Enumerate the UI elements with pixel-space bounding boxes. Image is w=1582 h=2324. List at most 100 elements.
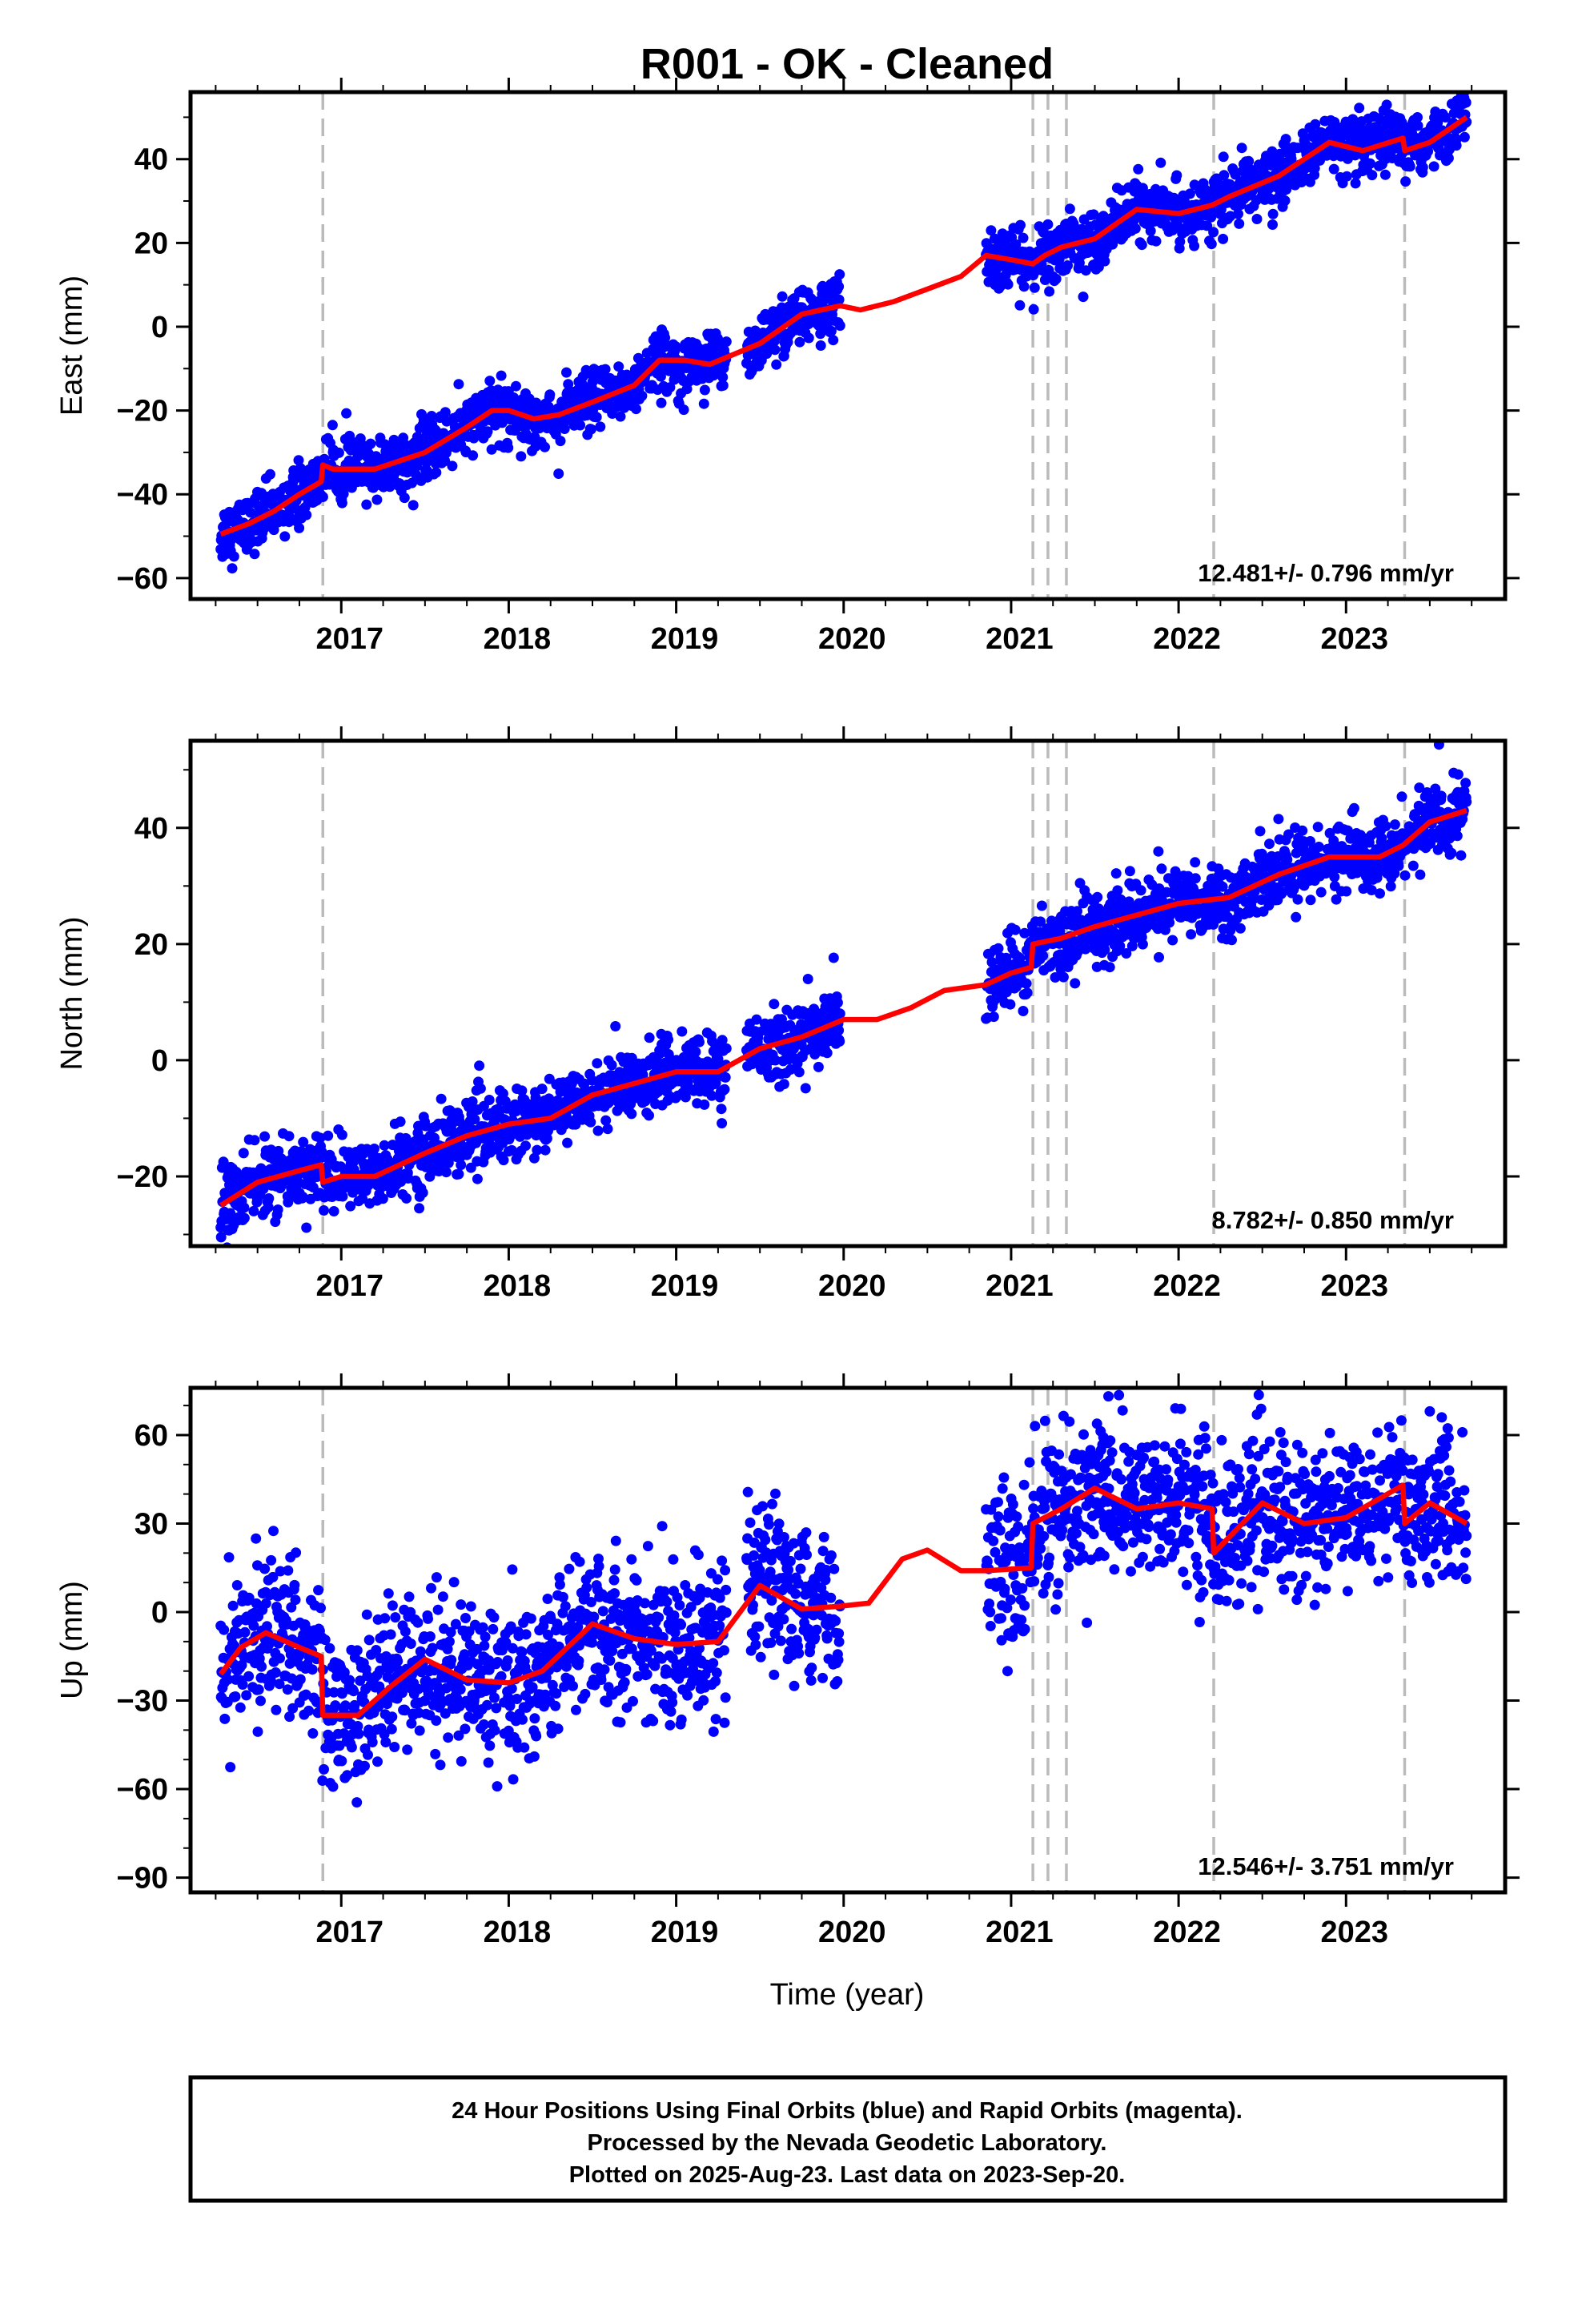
data-point xyxy=(585,424,596,435)
data-point xyxy=(349,1699,360,1711)
data-point xyxy=(785,1064,796,1075)
data-point xyxy=(324,1642,335,1654)
data-point xyxy=(239,1202,250,1213)
data-point xyxy=(1251,214,1263,224)
data-point xyxy=(751,1014,762,1025)
data-point xyxy=(1092,891,1103,903)
data-point xyxy=(989,233,1000,244)
data-point xyxy=(404,1591,415,1602)
data-point xyxy=(384,481,396,493)
data-point xyxy=(1407,860,1419,871)
data-point xyxy=(721,1043,732,1054)
data-point xyxy=(289,1579,300,1590)
data-point xyxy=(1218,151,1229,163)
data-point xyxy=(371,494,383,505)
data-point xyxy=(1435,790,1447,802)
data-point xyxy=(301,509,312,521)
x-tick-label: 2021 xyxy=(986,1269,1054,1303)
data-point xyxy=(769,999,780,1010)
data-point xyxy=(361,1609,372,1620)
data-point xyxy=(530,1092,541,1104)
data-point xyxy=(468,450,479,461)
data-point xyxy=(215,1232,227,1243)
data-point xyxy=(448,1577,460,1588)
data-point xyxy=(440,1672,451,1683)
data-point xyxy=(828,335,839,346)
data-point xyxy=(1309,163,1320,174)
data-point xyxy=(338,489,349,500)
data-point xyxy=(793,1067,805,1078)
data-point xyxy=(436,1093,447,1104)
data-point xyxy=(1042,219,1054,230)
data-point xyxy=(575,420,586,431)
data-point xyxy=(443,1732,454,1743)
data-point xyxy=(1234,218,1245,229)
data-point xyxy=(1062,260,1073,271)
data-point xyxy=(252,1726,263,1737)
data-point xyxy=(1380,821,1391,832)
data-point xyxy=(1010,239,1022,250)
data-point xyxy=(424,1171,436,1182)
data-point xyxy=(1190,873,1201,884)
data-point xyxy=(1439,112,1451,123)
rate-label: 8.782+/- 0.850 mm/yr xyxy=(1212,1206,1454,1234)
data-point xyxy=(1184,188,1195,199)
data-point xyxy=(769,344,781,356)
data-point xyxy=(265,468,275,480)
x-tick-label: 2019 xyxy=(651,1269,719,1303)
data-point xyxy=(414,1725,425,1736)
data-point xyxy=(374,1665,385,1676)
data-point xyxy=(1399,870,1411,881)
data-point xyxy=(351,1797,363,1808)
data-point xyxy=(988,1011,999,1023)
data-point xyxy=(563,379,574,390)
data-point xyxy=(834,269,845,280)
data-point xyxy=(346,1742,357,1753)
data-point xyxy=(1451,140,1462,151)
data-point xyxy=(794,336,805,348)
data-point xyxy=(1365,158,1375,169)
data-point xyxy=(402,1744,413,1755)
data-point xyxy=(228,551,239,562)
data-point xyxy=(467,1096,478,1107)
data-point xyxy=(1385,881,1396,892)
data-point xyxy=(1136,239,1147,251)
data-point xyxy=(1341,886,1352,897)
data-point xyxy=(591,412,602,423)
data-point xyxy=(1015,219,1026,231)
data-point xyxy=(1014,953,1026,963)
data-point xyxy=(1227,935,1237,946)
data-point xyxy=(1156,863,1167,875)
data-point xyxy=(1028,304,1039,315)
data-point xyxy=(456,1160,467,1171)
data-point xyxy=(266,1554,277,1566)
data-point xyxy=(680,1092,691,1103)
data-point xyxy=(544,389,556,400)
data-point xyxy=(336,1129,347,1140)
data-point xyxy=(1430,783,1441,794)
data-point xyxy=(833,281,845,292)
data-point xyxy=(592,1125,604,1136)
plot-frame xyxy=(188,738,1508,1248)
data-point xyxy=(644,1110,654,1121)
data-point xyxy=(1064,203,1075,215)
data-point xyxy=(230,1691,241,1702)
data-point xyxy=(1433,741,1444,750)
data-point xyxy=(237,1679,248,1690)
data-point xyxy=(1267,219,1278,230)
data-point xyxy=(1412,120,1423,131)
data-point xyxy=(440,1708,451,1719)
data-point xyxy=(239,1626,251,1638)
data-point xyxy=(1219,170,1230,181)
data-point xyxy=(1202,220,1213,231)
y-axis-label: North (mm) xyxy=(55,916,89,1070)
data-point xyxy=(225,1762,236,1773)
data-point xyxy=(532,1144,543,1156)
data-point xyxy=(283,1131,295,1142)
data-point xyxy=(315,1602,326,1614)
data-point xyxy=(1279,195,1291,206)
data-point xyxy=(1218,233,1229,244)
data-point xyxy=(1112,885,1123,896)
scatter-points-north xyxy=(215,741,1472,1246)
data-point xyxy=(1415,869,1426,880)
